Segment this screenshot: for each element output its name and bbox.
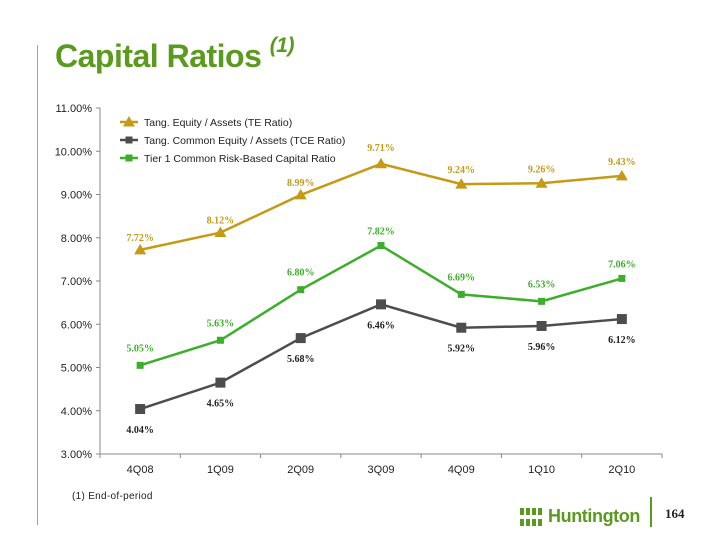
data-point-tier1 [216, 336, 224, 344]
data-point-tier1 [538, 297, 546, 305]
legend-marker-tce [125, 136, 133, 144]
data-label-te: 9.43% [608, 157, 636, 168]
data-label-tier1: 6.69% [448, 272, 476, 283]
data-label-tier1: 6.80% [287, 268, 315, 279]
y-tick-label: 8.00% [61, 233, 92, 245]
data-point-tce [616, 314, 627, 325]
data-point-tier1 [618, 274, 626, 282]
x-tick-label: 3Q09 [368, 464, 395, 476]
x-tick-label: 4Q08 [127, 464, 154, 476]
data-label-tce: 4.65% [207, 399, 235, 410]
y-tick-label: 11.00% [56, 103, 93, 115]
data-point-te [134, 243, 147, 255]
data-point-te [615, 169, 628, 181]
page-title: Capital Ratios (1) [55, 34, 294, 75]
data-point-te [214, 226, 227, 238]
data-label-te: 8.12% [207, 216, 235, 227]
legend-marker-te [123, 116, 135, 127]
data-point-te [375, 157, 387, 169]
data-label-te: 8.99% [287, 178, 315, 189]
data-label-tce: 6.46% [367, 320, 395, 331]
legend-label-tier1: Tier 1 Common Risk-Based Capital Ratio [144, 153, 336, 165]
logo-divider [650, 497, 652, 527]
x-tick-label: 1Q09 [207, 464, 234, 476]
data-point-te [294, 188, 307, 200]
data-point-tce [135, 404, 146, 415]
data-label-tce: 5.92% [448, 344, 476, 355]
data-label-te: 7.72% [126, 233, 154, 244]
data-point-te [455, 178, 468, 189]
huntington-logo: Huntington [520, 502, 640, 530]
legend-label-te: Tang. Equity / Assets (TE Ratio) [144, 117, 292, 129]
data-label-tier1: 6.53% [528, 279, 556, 290]
x-tick-label: 1Q10 [528, 464, 555, 476]
data-point-tier1 [457, 290, 465, 298]
x-tick-label: 4Q09 [448, 464, 475, 476]
logo-text: Huntington [548, 506, 640, 526]
data-label-tier1: 7.82% [367, 227, 395, 238]
data-point-tce [295, 333, 306, 344]
page-title-note: (1) [269, 34, 295, 57]
data-label-tier1: 5.63% [207, 318, 235, 329]
data-label-tce: 5.68% [287, 354, 315, 365]
legend-marker-tier1 [125, 154, 133, 162]
data-point-tce [376, 299, 386, 310]
left-divider [37, 45, 38, 525]
data-label-tce: 4.04% [126, 425, 154, 436]
data-label-tier1: 7.06% [608, 259, 636, 270]
page-number: 164 [665, 506, 685, 521]
data-point-tier1 [297, 286, 305, 294]
y-tick-label: 10.00% [55, 146, 93, 158]
data-label-te: 9.71% [367, 143, 395, 154]
data-label-te: 9.24% [448, 165, 476, 176]
legend-label-tce: Tang. Common Equity / Assets (TCE Ratio) [144, 135, 345, 147]
huntington-logo-icon [520, 508, 542, 526]
page-title-text: Capital Ratios [55, 38, 262, 74]
y-tick-label: 9.00% [61, 190, 92, 202]
x-tick-label: 2Q10 [608, 464, 635, 476]
data-point-tce [456, 322, 467, 333]
y-tick-label: 3.00% [61, 449, 92, 461]
data-point-tce [536, 320, 547, 331]
y-tick-label: 5.00% [61, 363, 92, 375]
data-point-tce [215, 377, 226, 388]
data-point-te [535, 177, 548, 188]
y-tick-label: 4.00% [61, 406, 92, 418]
y-tick-label: 6.00% [61, 319, 92, 331]
footnote: (1) End-of-period [72, 491, 153, 502]
data-point-tier1 [377, 242, 385, 250]
data-label-te: 9.26% [528, 164, 556, 175]
data-point-tier1 [136, 361, 144, 369]
x-tick-label: 2Q09 [287, 464, 314, 476]
y-tick-label: 7.00% [61, 276, 92, 288]
data-label-tce: 5.96% [528, 342, 556, 353]
data-label-tier1: 5.05% [126, 343, 154, 354]
data-label-tce: 6.12% [608, 335, 636, 346]
